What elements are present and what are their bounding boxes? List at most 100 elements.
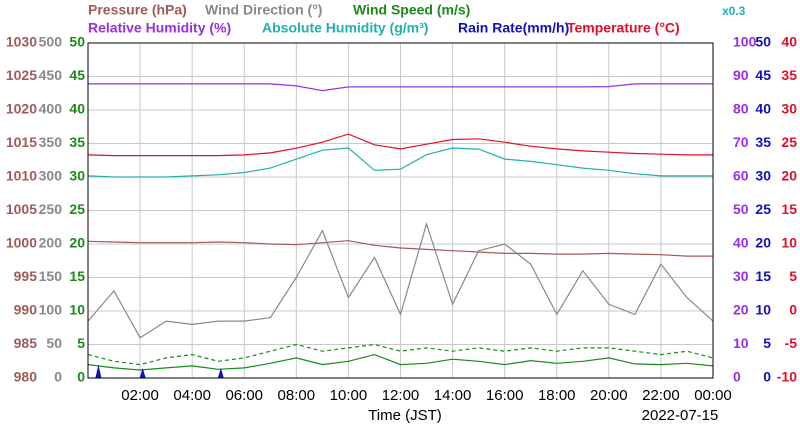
y-tick-label: 1010 — [6, 168, 37, 184]
y-tick-label: 90 — [733, 67, 749, 83]
x-tick-label: 16:00 — [486, 387, 524, 404]
y-tick-label: 10 — [781, 235, 797, 251]
y-tick-label: 35 — [755, 134, 771, 150]
y-tick-label: 35 — [781, 67, 797, 83]
y-tick-label: 500 — [39, 34, 63, 50]
series-line — [87, 221, 714, 339]
y-tick-label: 35 — [69, 134, 85, 150]
y-tick-label: 20 — [755, 235, 771, 251]
plot-frame — [87, 42, 714, 379]
y-tick-label: 40 — [69, 101, 85, 117]
legend-entry: Rain Rate(mm/h) — [458, 20, 569, 36]
y-tick-label: 15 — [69, 268, 85, 284]
rain-marker — [139, 367, 146, 378]
y-tick-label: 250 — [39, 201, 63, 217]
y-tick-label: 1020 — [6, 101, 37, 117]
legend-entry: Relative Humidity (%) — [88, 20, 231, 36]
y-tick-label: 5 — [789, 268, 797, 284]
y-tick-label: 20 — [781, 168, 797, 184]
y-tick-label: 150 — [39, 268, 63, 284]
rain-marker — [95, 364, 102, 378]
y-tick-label: 400 — [39, 101, 63, 117]
x-tick-label: 18:00 — [538, 387, 576, 404]
y-tick-label: 25 — [755, 201, 771, 217]
y-tick-label: 40 — [781, 34, 797, 50]
legend-entry: Wind Speed (m/s) — [353, 2, 470, 18]
y-tick-label: 1005 — [6, 201, 37, 217]
y-tick-label: 985 — [14, 335, 38, 351]
x-tick-label: 00:00 — [694, 387, 732, 404]
series-line — [87, 343, 714, 366]
y-tick-label: 980 — [14, 369, 38, 385]
x-axis-label: Time (JST) — [368, 407, 442, 424]
y-tick-label: 25 — [781, 134, 797, 150]
series-line — [87, 353, 714, 371]
y-tick-label: 450 — [39, 67, 63, 83]
y-tick-label: 20 — [69, 235, 85, 251]
date-label: 2022-07-15 — [642, 407, 719, 424]
y-tick-label: -10 — [777, 369, 797, 385]
y-tick-label: 70 — [733, 134, 749, 150]
y-tick-label: 5 — [763, 335, 771, 351]
y-tick-label: 30 — [69, 168, 85, 184]
y-tick-label: 0 — [54, 369, 62, 385]
series-line — [88, 83, 713, 92]
x-tick-label: 10:00 — [330, 387, 368, 404]
y-tick-label: 25 — [69, 201, 85, 217]
y-tick-label: 10 — [733, 335, 749, 351]
series-line — [87, 240, 713, 257]
rain-marker — [217, 367, 224, 378]
y-tick-label: 45 — [69, 67, 85, 83]
legend-entry: Temperature (°C) — [567, 20, 680, 36]
y-tick-label: 30 — [755, 168, 771, 184]
y-tick-label: 100 — [733, 34, 757, 50]
x-tick-label: 02:00 — [121, 387, 159, 404]
series-line — [87, 133, 713, 157]
y-tick-label: 50 — [46, 335, 62, 351]
y-tick-label: 0 — [77, 369, 85, 385]
x-tick-label: 06:00 — [225, 387, 263, 404]
y-tick-label: 995 — [14, 268, 38, 284]
y-tick-label: 20 — [733, 302, 749, 318]
y-tick-label: 5 — [77, 335, 85, 351]
y-tick-label: 100 — [39, 302, 63, 318]
y-tick-label: 1000 — [6, 235, 37, 251]
x-tick-label: 20:00 — [590, 387, 628, 404]
y-tick-label: 50 — [755, 34, 771, 50]
y-tick-label: 0 — [789, 302, 797, 318]
y-tick-label: 40 — [755, 101, 771, 117]
y-tick-label: 0 — [763, 369, 771, 385]
x-tick-label: 22:00 — [642, 387, 680, 404]
scale-note: x0.3 — [722, 4, 746, 18]
x-tick-label: 04:00 — [173, 387, 211, 404]
y-tick-label: 15 — [781, 201, 797, 217]
y-tick-label: 80 — [733, 101, 749, 117]
x-tick-label: 14:00 — [434, 387, 472, 404]
y-tick-label: 0 — [733, 369, 741, 385]
x-tick-label: 08:00 — [278, 387, 316, 404]
series-line — [87, 147, 713, 178]
y-tick-label: 990 — [14, 302, 38, 318]
y-tick-label: 50 — [733, 201, 749, 217]
y-tick-label: 15 — [755, 268, 771, 284]
y-tick-label: 30 — [733, 268, 749, 284]
y-tick-label: 10 — [755, 302, 771, 318]
y-tick-label: 60 — [733, 168, 749, 184]
y-tick-label: 1015 — [6, 134, 37, 150]
x-tick-label: 12:00 — [382, 387, 420, 404]
y-tick-label: 200 — [39, 235, 63, 251]
y-tick-label: 40 — [733, 235, 749, 251]
y-tick-label: 45 — [755, 67, 771, 83]
y-tick-label: 350 — [39, 134, 63, 150]
y-tick-label: -5 — [785, 335, 798, 351]
legend-entry: Wind Direction (°) — [205, 2, 322, 18]
y-tick-label: 1025 — [6, 67, 37, 83]
y-tick-label: 30 — [781, 101, 797, 117]
legend-entry: Absolute Humidity (g/m³) — [262, 20, 428, 36]
y-tick-label: 10 — [69, 302, 85, 318]
y-tick-label: 50 — [69, 34, 85, 50]
y-tick-label: 300 — [39, 168, 63, 184]
y-tick-label: 1030 — [6, 34, 37, 50]
